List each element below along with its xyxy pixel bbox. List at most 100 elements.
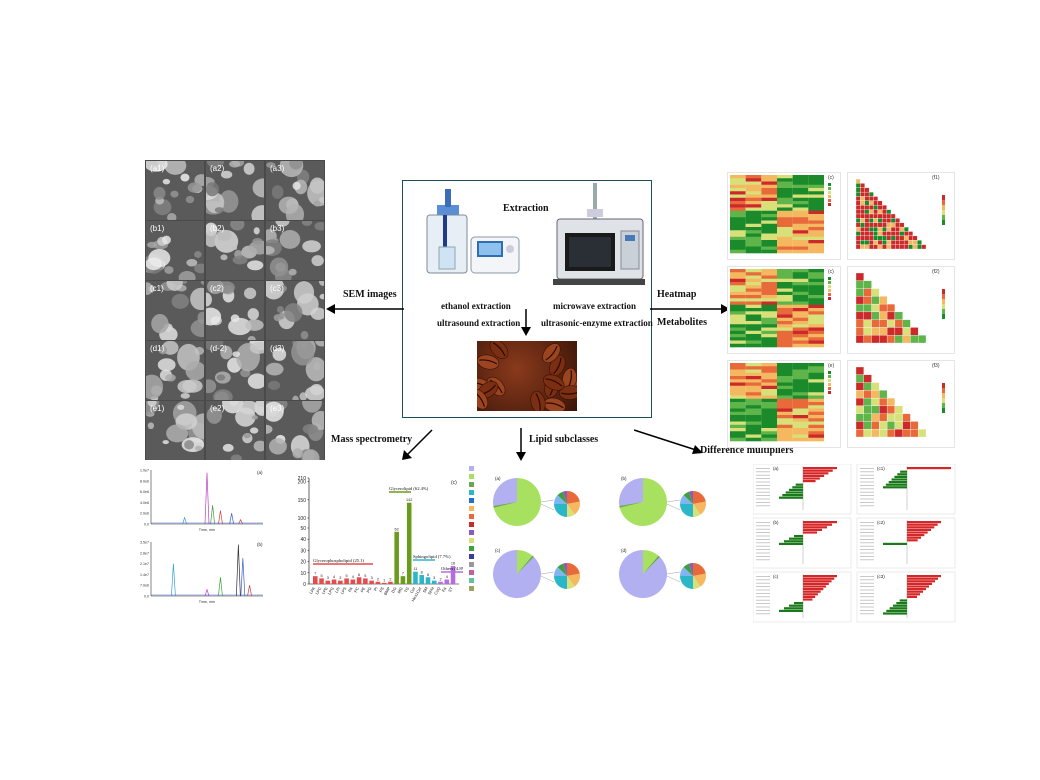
branch-mass-spec: Mass spectrometry [331, 434, 413, 445]
heatmap-label: (f1) [932, 175, 940, 181]
bar-category-label: CoQ [433, 586, 441, 596]
pie-legend-swatch [469, 466, 474, 471]
sem-image: (b3) [266, 221, 324, 280]
sem-image: (d-2) [206, 341, 264, 400]
ms-x-label: Time, min [199, 528, 216, 532]
bar-value-label: 7 [402, 572, 404, 576]
ms-peak [218, 577, 223, 597]
pie-slice [688, 491, 693, 504]
bar [388, 581, 393, 584]
branch-sem: SEM images [343, 289, 397, 300]
heatmap-label: (f2) [932, 269, 940, 275]
correlation-heatmap: (f1) [847, 172, 955, 260]
pie-slice [643, 550, 660, 574]
pie-legend-swatch [469, 546, 474, 551]
bar-value-label: 5 [364, 574, 366, 578]
ms-y-tick: 2.1e7 [140, 562, 149, 566]
ms-y-tick: 8.0e6 [140, 479, 149, 483]
pie-slice [693, 573, 706, 587]
bar-group-label: Sphingolipid (7.7%) [413, 554, 451, 559]
extraction-box: Extraction ethanol extraction ultrasound… [402, 180, 653, 418]
bar-y-tick: 150 [298, 498, 307, 504]
diff-bar [907, 526, 935, 529]
pie-slice [562, 563, 567, 576]
sem-image: (b1) [146, 221, 204, 280]
diff-bar [907, 593, 920, 596]
pie-slice [567, 563, 580, 576]
diff-panel-label: (c2) [877, 520, 885, 525]
pie-legend-swatch [469, 586, 474, 591]
diff-bar [789, 488, 803, 491]
pie-slice [693, 504, 701, 517]
diff-panel-label: (b) [773, 520, 779, 525]
pie-slice [693, 501, 706, 515]
bar-category-label: TG [403, 586, 410, 593]
pie-slice [562, 491, 567, 504]
diff-bar [907, 595, 917, 598]
bar-category-label: PC [353, 586, 360, 593]
diff-bar [803, 521, 837, 524]
bar-y-tick: 40 [300, 537, 306, 543]
bar-value-label: 6 [427, 573, 429, 577]
pie-legend-swatch [469, 514, 474, 519]
bar [344, 578, 349, 584]
bar-value-label: 6 [358, 573, 360, 577]
ms-y-tick: 7.0e6 [140, 584, 149, 588]
sem-image-label: (d1) [150, 344, 165, 353]
pie-legend-swatch [469, 554, 474, 559]
ms-peak [171, 563, 176, 597]
ms-peak [204, 588, 210, 597]
method-ethanol: ethanol extraction [441, 301, 511, 311]
method-ultrasound: ultrasound extraction [437, 318, 521, 328]
diff-bar [803, 595, 816, 598]
diff-bar [907, 590, 923, 593]
pie-panel-label: (d) [621, 548, 627, 553]
sem-image-label: (e1) [150, 404, 165, 413]
bar-category-label: MG [396, 586, 404, 594]
bar-value-label: 2 [377, 577, 379, 581]
diff-bar [885, 483, 907, 486]
sem-image-label: (b3) [270, 224, 285, 233]
microwave-reactor-icon [553, 183, 645, 287]
diff-bar [883, 542, 907, 545]
pie-panel-label: (a) [495, 476, 501, 481]
bar-category-label: ST [447, 586, 454, 593]
ms-peak [247, 585, 252, 597]
bar-value-label: 16 [451, 562, 455, 566]
bar-y-tick: 200 [298, 480, 307, 486]
ms-peak [204, 472, 210, 525]
sem-image-label: (b1) [150, 224, 165, 233]
pie-slice [680, 567, 693, 576]
roasted-coffee-beans-image [477, 341, 577, 411]
bar-group-label: Others (4.8%) [441, 566, 463, 571]
diff-bar [803, 477, 820, 480]
sem-image-label: (a1) [150, 164, 165, 173]
diff-bar [907, 521, 941, 524]
diff-bar [794, 535, 803, 538]
bar-category-label: SM [422, 586, 429, 594]
bar-value-label: 142 [406, 498, 412, 502]
sem-image-label: (e3) [270, 404, 285, 413]
bar [331, 579, 337, 584]
sem-image: (e2) [206, 401, 264, 460]
diff-bar [794, 602, 803, 605]
sem-image: (d3) [266, 341, 324, 400]
pie-slice [517, 550, 534, 574]
diff-bar [789, 604, 803, 607]
diff-bar [784, 540, 803, 543]
bar-group-label: Glycerophospholipid (25.1) [313, 558, 365, 563]
ms-y-tick: 0.0 [144, 523, 149, 527]
ms-peak [182, 516, 187, 525]
bar-value-label: 5 [320, 574, 322, 578]
diff-bar [899, 599, 907, 602]
bar-value-label: 2 [439, 577, 441, 581]
bar-value-label: 3 [327, 576, 329, 580]
bar-category-label: PS [378, 586, 385, 593]
sem-image-label: (c1) [150, 284, 164, 293]
bar [363, 578, 368, 584]
mass-spectrum-panel: 1.0e7 8.0e6 6.0e6 4.0e6 2.0e6 0.0 (a) Time, min… [127, 462, 271, 612]
bar-value-label: 4 [446, 575, 448, 579]
sem-image-label: (c2) [210, 284, 224, 293]
diff-bar [784, 607, 803, 610]
diff-bar [883, 486, 907, 489]
